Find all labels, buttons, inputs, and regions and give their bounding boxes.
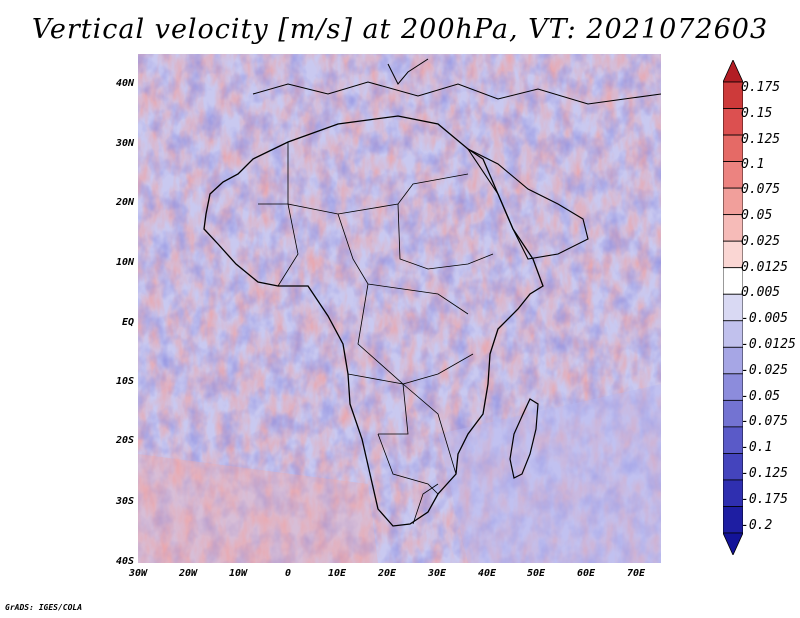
colorbar-segment bbox=[723, 373, 743, 401]
arabia-outline bbox=[466, 147, 589, 260]
lat-label: 40S bbox=[115, 556, 134, 567]
lon-label: 20E bbox=[377, 568, 397, 579]
lon-label: 10W bbox=[228, 568, 248, 579]
colorbar-segment bbox=[723, 453, 743, 481]
colorbar-label: 0.0125 bbox=[741, 260, 788, 275]
colorbar-segment bbox=[723, 320, 743, 348]
lat-label: 20S bbox=[115, 435, 134, 446]
colorbar-segment bbox=[723, 240, 743, 269]
colorbar-label: -0.125 bbox=[741, 466, 788, 481]
colorbar-segment bbox=[723, 506, 743, 534]
lon-label: 50E bbox=[526, 568, 546, 579]
colorbar-label: 0.125 bbox=[741, 132, 781, 147]
colorbar-label: -0.0125 bbox=[741, 337, 796, 352]
colorbar-label: 0.15 bbox=[741, 106, 773, 121]
velocity-map bbox=[138, 54, 661, 563]
lat-label: 10S bbox=[115, 376, 134, 387]
colorbar-label: 0.005 bbox=[741, 285, 781, 300]
lat-label: 10N bbox=[115, 257, 134, 268]
lon-label: 60E bbox=[576, 568, 596, 579]
lon-label: 40E bbox=[477, 568, 497, 579]
colorbar-segment bbox=[723, 60, 743, 83]
colorbar bbox=[723, 60, 743, 555]
colorbar-label: 0.05 bbox=[741, 208, 773, 223]
lat-label: 30S bbox=[115, 496, 134, 507]
lon-label: 30E bbox=[427, 568, 447, 579]
africa-outline bbox=[203, 115, 544, 527]
colorbar-label: 0.175 bbox=[741, 80, 781, 95]
southeast-ocean-blue bbox=[438, 384, 661, 563]
colorbar-label: 0.075 bbox=[741, 182, 781, 197]
grads-credit: GrADS: IGES/COLA bbox=[5, 603, 83, 612]
colorbar-label: -0.1 bbox=[741, 440, 773, 455]
lon-label: 10E bbox=[327, 568, 347, 579]
colorbar-label: -0.005 bbox=[741, 311, 788, 326]
colorbar-label: -0.075 bbox=[741, 414, 788, 429]
madagascar-outline bbox=[509, 398, 539, 479]
colorbar-segment bbox=[723, 214, 743, 242]
colorbar-segment bbox=[723, 161, 743, 189]
colorbar-label: -0.175 bbox=[741, 492, 788, 507]
colorbar-label: -0.025 bbox=[741, 363, 788, 378]
colorbar-segment bbox=[723, 293, 743, 322]
colorbar-label: 0.025 bbox=[741, 234, 781, 249]
colorbar-segment bbox=[723, 134, 743, 162]
mediterranean-coast bbox=[252, 58, 661, 105]
lon-label: 30W bbox=[128, 568, 148, 579]
blue-noise-field bbox=[138, 54, 661, 563]
colorbar-segment bbox=[723, 399, 743, 428]
colorbar-segment bbox=[723, 426, 743, 454]
colorbar-segment bbox=[723, 81, 743, 109]
country-borders bbox=[258, 142, 494, 525]
lat-label: EQ bbox=[121, 317, 134, 328]
colorbar-segment bbox=[723, 187, 743, 216]
lon-label: 0 bbox=[284, 568, 292, 579]
lon-label: 20W bbox=[178, 568, 198, 579]
colorbar-label: 0.1 bbox=[741, 157, 765, 172]
colorbar-segment bbox=[723, 532, 743, 555]
lon-label: 70E bbox=[626, 568, 646, 579]
colorbar-segment bbox=[723, 479, 743, 507]
lat-label: 20N bbox=[115, 197, 134, 208]
colorbar-segment bbox=[723, 108, 743, 136]
colorbar-label: -0.2 bbox=[741, 518, 773, 533]
colorbar-segment bbox=[723, 346, 743, 375]
lat-label: 40N bbox=[115, 78, 134, 89]
southwest-ocean-red bbox=[138, 454, 378, 563]
lat-label: 30N bbox=[115, 138, 134, 149]
colorbar-segment bbox=[723, 267, 743, 295]
colorbar-label: -0.05 bbox=[741, 389, 781, 404]
chart-title: Vertical velocity [m/s] at 200hPa, VT: 2… bbox=[31, 14, 769, 45]
